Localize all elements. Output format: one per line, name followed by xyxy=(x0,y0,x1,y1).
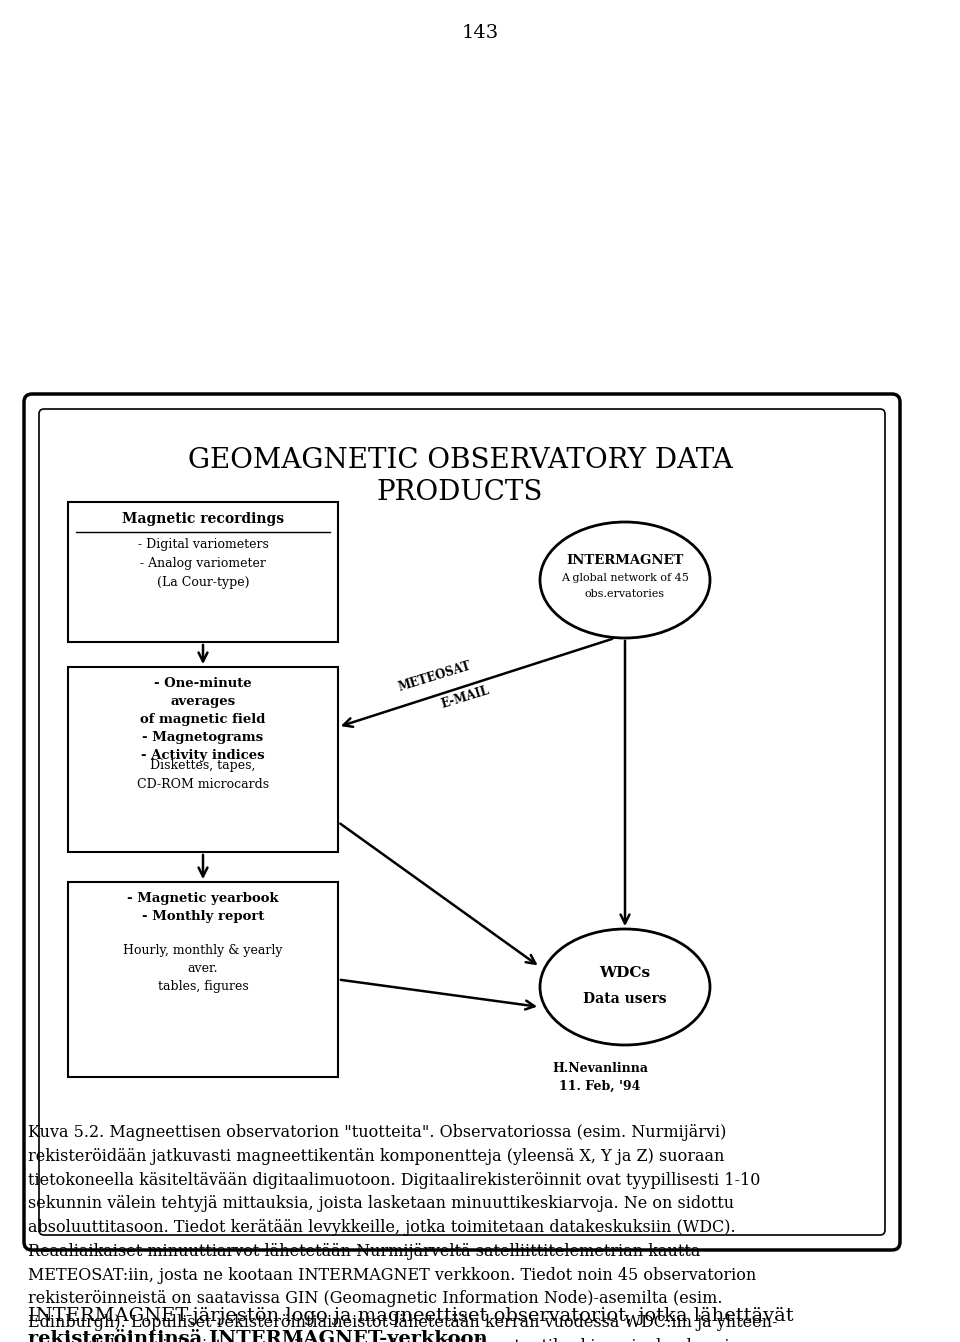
Text: H.Nevanlinna
11. Feb, '94: H.Nevanlinna 11. Feb, '94 xyxy=(552,1062,648,1092)
FancyBboxPatch shape xyxy=(68,502,338,641)
FancyBboxPatch shape xyxy=(68,882,338,1078)
FancyBboxPatch shape xyxy=(68,667,338,852)
Text: GEOMAGNETIC OBSERVATORY DATA
PRODUCTS: GEOMAGNETIC OBSERVATORY DATA PRODUCTS xyxy=(187,447,732,506)
Text: Diskettes, tapes,
CD-ROM microcards: Diskettes, tapes, CD-ROM microcards xyxy=(137,760,269,790)
Text: Magnetic recordings: Magnetic recordings xyxy=(122,513,284,526)
Text: - One-minute
averages
of magnetic field
- Magnetograms
- Activity indices: - One-minute averages of magnetic field … xyxy=(140,676,266,762)
Text: METEOSAT: METEOSAT xyxy=(396,660,473,694)
Text: Data users: Data users xyxy=(583,992,667,1006)
Text: 143: 143 xyxy=(462,24,498,42)
Text: - Digital variometers
- Analog variometer
(La Cour-type): - Digital variometers - Analog variomete… xyxy=(137,538,269,589)
Text: A global network of 45: A global network of 45 xyxy=(561,573,689,582)
Text: Kuva 5.2. Magneettisen observatorion "tuotteita". Observatoriossa (esim. Nurmijä: Kuva 5.2. Magneettisen observatorion "tu… xyxy=(28,1125,778,1342)
Text: Hourly, monthly & yearly
aver.
tables, figures: Hourly, monthly & yearly aver. tables, f… xyxy=(123,926,283,993)
Text: INTERMAGNET-järjestön logo ja magneettiset observatoriot, jotka lähettävät: INTERMAGNET-järjestön logo ja magneettis… xyxy=(28,1307,794,1325)
Ellipse shape xyxy=(540,929,710,1045)
Text: - Magnetic yearbook
- Monthly report: - Magnetic yearbook - Monthly report xyxy=(127,892,278,923)
Text: obs.ervatories: obs.ervatories xyxy=(585,589,665,599)
Ellipse shape xyxy=(540,522,710,637)
FancyBboxPatch shape xyxy=(26,396,898,437)
Text: rekisteröintinsä INTERMAGNET-verkkoon: rekisteröintinsä INTERMAGNET-verkkoon xyxy=(28,1330,488,1342)
Text: E-MAIL: E-MAIL xyxy=(439,683,491,710)
Text: WDCs: WDCs xyxy=(599,966,651,980)
Text: INTERMAGNET: INTERMAGNET xyxy=(566,553,684,566)
FancyBboxPatch shape xyxy=(24,395,900,1249)
